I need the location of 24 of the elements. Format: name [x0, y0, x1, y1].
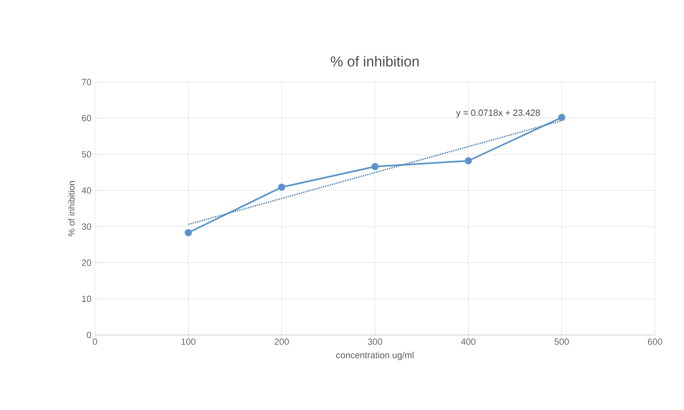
- x-tick-label: 400: [461, 338, 476, 345]
- y-tick-label: 60: [82, 114, 92, 122]
- y-tick-label: 70: [82, 78, 92, 86]
- x-tick-label: 500: [554, 338, 569, 345]
- chart-title: % of inhibition: [330, 56, 419, 67]
- y-tick-label: 10: [82, 296, 92, 302]
- point: [184, 229, 192, 236]
- point: [464, 157, 472, 164]
- y-tick-label: 40: [82, 187, 92, 194]
- x-tick-label: 600: [648, 338, 662, 345]
- y-axis-title: % of inhibition: [68, 181, 75, 236]
- point: [371, 162, 379, 170]
- annotation: y = 0.0718x + 23.428: [456, 110, 540, 118]
- x-tick-label: 300: [368, 338, 382, 345]
- y-tick-label: 20: [82, 260, 92, 266]
- point: [278, 184, 286, 191]
- point: [558, 114, 566, 122]
- x-tick-label: 100: [182, 338, 196, 345]
- x-axis-title: concentration ug/ml: [336, 352, 414, 360]
- y-tick-label: 0: [86, 332, 92, 338]
- y-tick-label: 30: [82, 223, 92, 230]
- y-tick-label: 50: [82, 151, 92, 158]
- x-tick-label: 0: [92, 338, 98, 345]
- x-tick-label: 200: [274, 338, 289, 345]
